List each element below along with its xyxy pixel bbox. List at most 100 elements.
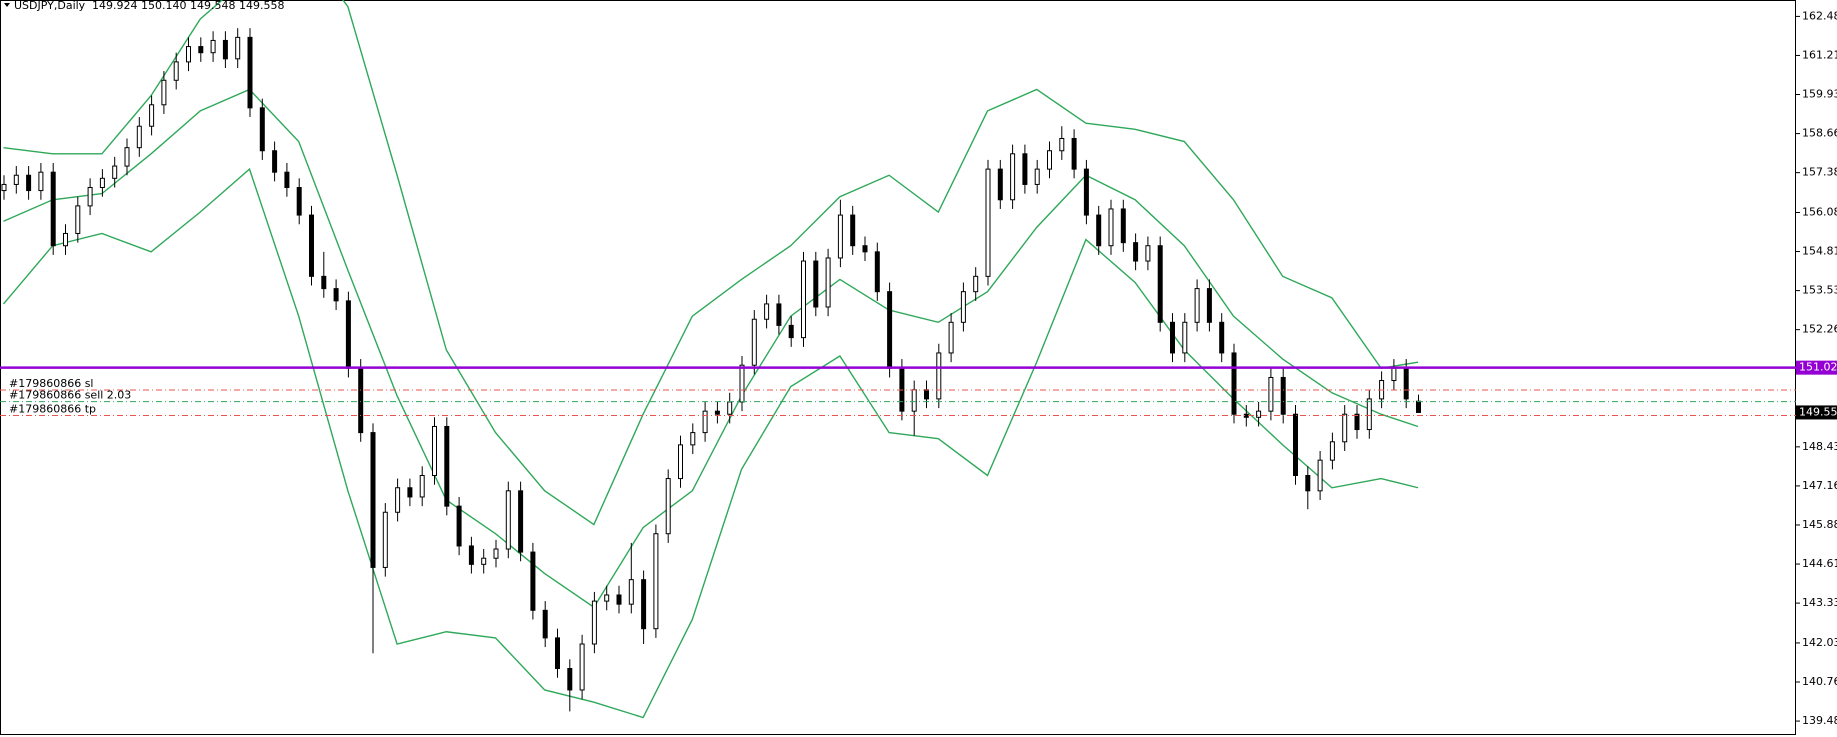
candle-body — [1071, 137, 1077, 170]
hline-label-box — [1796, 360, 1837, 375]
candle-body — [1354, 413, 1360, 431]
candle-body — [579, 643, 585, 691]
candle-body — [850, 214, 856, 247]
candle-body — [739, 364, 745, 403]
candle-body — [136, 125, 142, 149]
candle-body — [997, 168, 1003, 201]
candle-body — [1034, 168, 1040, 185]
candle-body — [1120, 208, 1126, 244]
candle-body — [161, 79, 167, 106]
candle-body — [259, 107, 265, 152]
candle-body — [50, 171, 56, 247]
candle-body — [702, 410, 708, 434]
candle-body — [985, 168, 991, 277]
candle-body — [1182, 321, 1188, 354]
candle-body — [567, 668, 573, 691]
candle-body — [1108, 208, 1114, 247]
candle-body — [124, 147, 130, 167]
candle-body — [235, 36, 241, 60]
y-tick-label: 159.935 — [1802, 88, 1837, 101]
order-label: #179860866 tp — [9, 402, 96, 415]
candle-body — [1133, 242, 1139, 262]
candle-body — [419, 474, 425, 498]
candle-body — [653, 533, 659, 630]
candle-body — [149, 104, 155, 127]
y-tick-label: 161.210 — [1802, 48, 1837, 61]
candle-body — [407, 487, 413, 498]
candle-body — [936, 352, 942, 400]
candle-body — [948, 321, 954, 354]
candle-body — [468, 545, 474, 565]
candle-body — [63, 232, 68, 247]
price-label: 149.558 — [1799, 405, 1837, 418]
candle-body — [874, 251, 880, 293]
y-tick-label: 142.035 — [1802, 636, 1837, 649]
y-tick-label: 147.160 — [1802, 479, 1837, 492]
y-tick-label: 145.885 — [1802, 518, 1837, 531]
candle-body — [1059, 137, 1065, 152]
candle-body — [173, 61, 179, 81]
candle-body — [604, 594, 610, 602]
candle-body — [801, 260, 806, 339]
candle-body — [1256, 410, 1262, 418]
candle-body — [591, 600, 597, 645]
y-tick-label: 140.760 — [1802, 675, 1837, 688]
candle-body — [382, 511, 388, 568]
candle-body — [333, 288, 339, 302]
candle-body — [862, 245, 868, 253]
candle-body — [542, 609, 548, 639]
candle-body — [973, 275, 979, 293]
candle-body — [1, 183, 7, 192]
candle-body — [321, 275, 327, 290]
band-middle — [3, 88, 1419, 609]
price-box — [1796, 405, 1837, 420]
candle-body — [309, 214, 314, 277]
hline-label: 151.020 — [1799, 361, 1837, 374]
candle-body — [222, 39, 228, 60]
candle-body — [505, 490, 511, 550]
candle-body — [837, 214, 843, 259]
order-label: #179860866 sell 2.03 — [9, 389, 131, 402]
candle-body — [284, 171, 290, 189]
candle-body — [1342, 413, 1348, 443]
candle-body — [112, 165, 118, 179]
candle-body — [776, 303, 782, 326]
candle-body — [370, 432, 376, 568]
candle-body — [690, 432, 696, 446]
candle-body — [186, 46, 191, 63]
candle-body — [1157, 245, 1163, 323]
candle-body — [481, 557, 487, 565]
candle-body — [628, 579, 634, 605]
candle-body — [1219, 321, 1225, 354]
candle-body — [665, 478, 671, 535]
chart-symbol: USDJPY,Daily — [14, 0, 86, 12]
y-tick-label: 148.435 — [1802, 440, 1837, 453]
candle-body — [198, 46, 204, 54]
candle-body — [1403, 367, 1409, 400]
candle-body — [1022, 153, 1028, 185]
candle-body — [788, 324, 794, 339]
y-tick-label: 162.485 — [1802, 9, 1837, 22]
candle-body — [530, 551, 536, 611]
candle-body — [210, 39, 216, 54]
candle-body — [456, 505, 462, 547]
candle-body — [678, 444, 683, 480]
candle-body — [1391, 367, 1397, 382]
y-tick-label: 158.660 — [1802, 127, 1837, 140]
y-tick-label: 144.610 — [1802, 557, 1837, 570]
candle-body — [296, 187, 302, 216]
candle-body — [641, 579, 647, 630]
price-axis: 162.485 161.210 159.935 158.660 157.385 156.0… — [1796, 9, 1837, 727]
candle-body — [911, 389, 917, 412]
menu-triangle — [4, 3, 10, 7]
candle-body — [345, 300, 351, 369]
y-tick-label: 152.260 — [1802, 323, 1837, 336]
candle-body — [518, 490, 524, 553]
y-tick-label: 154.810 — [1802, 245, 1837, 258]
candle-body — [887, 291, 893, 369]
candle-body — [1293, 413, 1298, 476]
y-tick-label: 156.085 — [1802, 205, 1837, 218]
candle-body — [960, 291, 966, 323]
candle-body — [813, 260, 819, 308]
candle-body — [727, 401, 733, 415]
